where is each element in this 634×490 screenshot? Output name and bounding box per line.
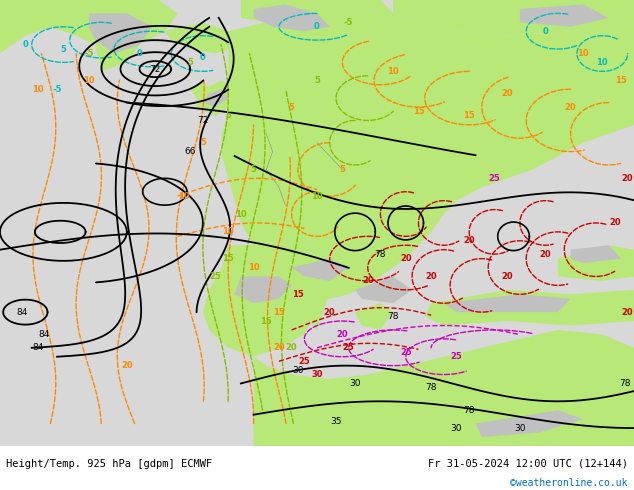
Text: 84: 84 [39, 330, 50, 339]
Text: 66: 66 [184, 147, 196, 156]
Text: 10: 10 [235, 210, 247, 219]
Text: 30: 30 [311, 370, 323, 379]
Polygon shape [292, 259, 349, 281]
Text: 20: 20 [609, 219, 621, 227]
Text: -5: -5 [53, 85, 61, 94]
Text: 30: 30 [292, 366, 304, 374]
Text: 15: 15 [413, 107, 424, 116]
Text: 15: 15 [463, 111, 475, 121]
Text: 5: 5 [225, 111, 231, 121]
Text: 5: 5 [288, 102, 295, 112]
Text: 5: 5 [314, 76, 320, 85]
Text: 10: 10 [578, 49, 589, 58]
Text: 10: 10 [387, 67, 399, 76]
Text: 15: 15 [223, 254, 234, 263]
Text: 0: 0 [22, 40, 29, 49]
Text: 10: 10 [83, 76, 94, 85]
Text: 84: 84 [16, 308, 28, 317]
Polygon shape [235, 276, 292, 303]
Text: 25: 25 [299, 357, 310, 366]
Text: 20: 20 [286, 343, 297, 352]
Text: 10: 10 [223, 227, 234, 236]
Text: 20: 20 [362, 276, 373, 285]
Text: 10: 10 [597, 58, 608, 67]
Text: 84: 84 [32, 343, 44, 352]
Text: 20: 20 [622, 308, 633, 317]
Text: 5: 5 [187, 58, 193, 67]
Text: 20: 20 [324, 308, 335, 317]
Polygon shape [476, 410, 583, 437]
Polygon shape [89, 13, 152, 53]
Polygon shape [558, 245, 634, 281]
Text: 0: 0 [314, 22, 320, 31]
Text: 25: 25 [489, 174, 500, 183]
Polygon shape [425, 290, 634, 325]
Text: 78: 78 [387, 312, 399, 321]
Text: 72: 72 [197, 116, 209, 125]
Text: 25: 25 [210, 272, 221, 281]
Polygon shape [0, 0, 95, 53]
Polygon shape [190, 80, 209, 98]
Text: 5: 5 [339, 165, 346, 174]
Text: 5: 5 [200, 138, 206, 147]
Text: 20: 20 [540, 250, 551, 259]
Text: 5: 5 [60, 45, 67, 53]
Text: 20: 20 [400, 254, 411, 263]
Text: 15: 15 [273, 308, 285, 317]
Text: 0: 0 [542, 27, 548, 36]
Text: Height/Temp. 925 hPa [gdpm] ECMWF: Height/Temp. 925 hPa [gdpm] ECMWF [6, 459, 212, 468]
Text: 20: 20 [501, 272, 513, 281]
Text: 30: 30 [451, 423, 462, 433]
Polygon shape [571, 245, 621, 263]
Text: 78: 78 [425, 384, 437, 392]
Text: 20: 20 [337, 330, 348, 339]
Text: 72: 72 [150, 65, 161, 74]
Text: 10: 10 [32, 85, 44, 94]
Polygon shape [254, 330, 634, 446]
Polygon shape [241, 0, 393, 40]
Text: 78: 78 [619, 379, 630, 388]
Polygon shape [222, 13, 634, 299]
Text: 20: 20 [425, 272, 437, 281]
Text: 30: 30 [349, 379, 361, 388]
Polygon shape [292, 268, 330, 330]
Polygon shape [444, 294, 571, 312]
Text: 20: 20 [565, 102, 576, 112]
Text: 20: 20 [463, 236, 475, 245]
Polygon shape [165, 22, 241, 53]
Text: 30: 30 [514, 423, 526, 433]
Text: 20: 20 [501, 89, 513, 98]
Text: 25: 25 [400, 348, 411, 357]
Polygon shape [76, 0, 178, 72]
Text: 20: 20 [622, 174, 633, 183]
Text: 15: 15 [292, 290, 304, 299]
Text: 0: 0 [136, 49, 143, 58]
Polygon shape [203, 89, 228, 107]
Text: 78: 78 [463, 406, 475, 415]
Polygon shape [203, 245, 317, 357]
Text: 20: 20 [273, 343, 285, 352]
Polygon shape [520, 4, 609, 27]
Text: 35: 35 [330, 417, 342, 426]
Text: 25: 25 [343, 343, 354, 352]
Text: 10: 10 [248, 263, 259, 272]
Text: ©weatheronline.co.uk: ©weatheronline.co.uk [510, 478, 628, 489]
Text: 15: 15 [261, 317, 272, 325]
Polygon shape [197, 80, 235, 116]
Polygon shape [355, 303, 393, 330]
Text: 20: 20 [121, 361, 133, 370]
Text: 15: 15 [616, 76, 627, 85]
Text: 5: 5 [250, 165, 257, 174]
Text: -5: -5 [84, 49, 93, 58]
Polygon shape [393, 0, 634, 36]
Text: 25: 25 [451, 352, 462, 361]
Text: 10: 10 [311, 192, 323, 201]
Polygon shape [355, 276, 412, 303]
Polygon shape [254, 4, 330, 31]
Text: Fr 31-05-2024 12:00 UTC (12+144): Fr 31-05-2024 12:00 UTC (12+144) [428, 459, 628, 468]
Text: 10: 10 [178, 192, 190, 201]
Text: 0: 0 [200, 53, 206, 62]
Text: -5: -5 [344, 18, 353, 27]
Text: 78: 78 [375, 250, 386, 259]
